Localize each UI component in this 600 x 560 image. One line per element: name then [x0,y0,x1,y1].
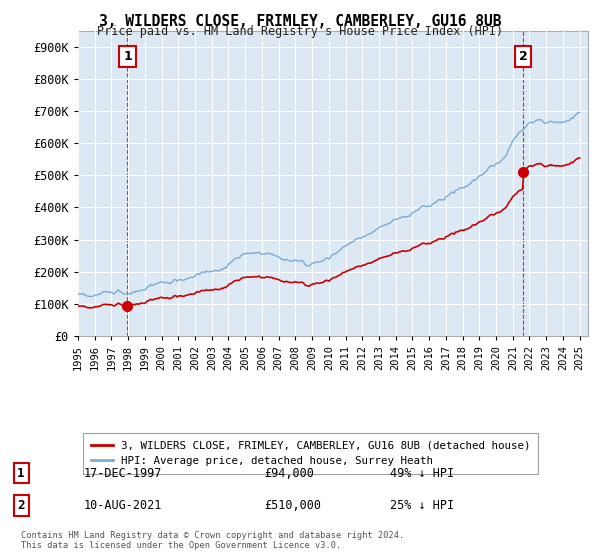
Text: Contains HM Land Registry data © Crown copyright and database right 2024.
This d: Contains HM Land Registry data © Crown c… [21,530,404,550]
Text: 2: 2 [518,50,527,63]
Text: 2: 2 [17,499,25,512]
Text: Price paid vs. HM Land Registry's House Price Index (HPI): Price paid vs. HM Land Registry's House … [97,25,503,38]
Text: 49% ↓ HPI: 49% ↓ HPI [390,466,454,480]
Text: £510,000: £510,000 [264,499,321,512]
Text: 10-AUG-2021: 10-AUG-2021 [84,499,163,512]
Text: £94,000: £94,000 [264,466,314,480]
Legend: 3, WILDERS CLOSE, FRIMLEY, CAMBERLEY, GU16 8UB (detached house), HPI: Average pr: 3, WILDERS CLOSE, FRIMLEY, CAMBERLEY, GU… [83,433,538,474]
Text: 1: 1 [123,50,132,63]
Text: 25% ↓ HPI: 25% ↓ HPI [390,499,454,512]
Text: 1: 1 [17,466,25,480]
Text: 3, WILDERS CLOSE, FRIMLEY, CAMBERLEY, GU16 8UB: 3, WILDERS CLOSE, FRIMLEY, CAMBERLEY, GU… [99,14,501,29]
Text: 17-DEC-1997: 17-DEC-1997 [84,466,163,480]
